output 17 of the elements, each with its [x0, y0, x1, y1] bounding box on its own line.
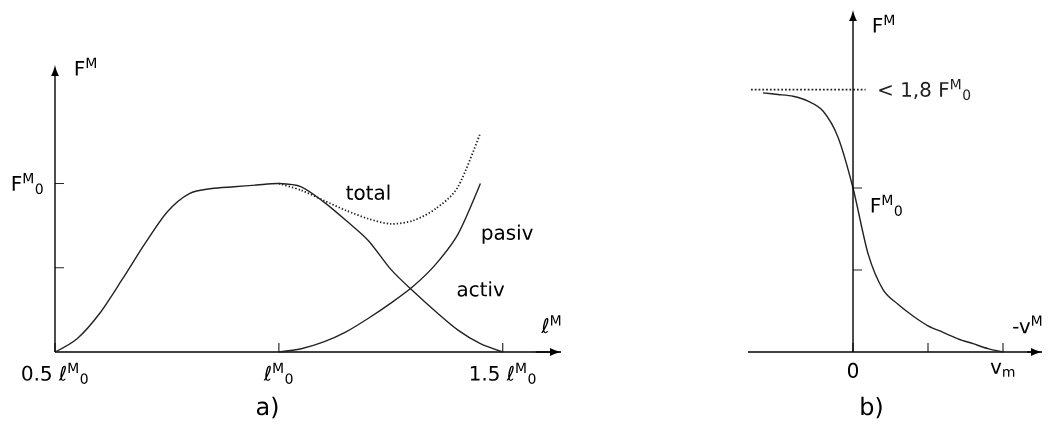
ref-line-label: < 1,8 F$^{M}$0 — [879, 78, 971, 101]
series-label: activ — [457, 281, 505, 297]
x-tick-label: ℓ$^{M}$0 — [263, 362, 293, 384]
text: a) — [256, 396, 278, 419]
x-tick-label: 1.5 ℓ$^{M}$0 — [470, 362, 536, 384]
x-axis-title: ℓ$^{M}$ — [541, 315, 561, 334]
text: b) — [861, 396, 882, 419]
ref-line-label: F$^{M}$0 — [871, 194, 902, 216]
series-label: total — [346, 184, 390, 200]
x-tick-label: 0 — [847, 362, 859, 378]
series-label: pasiv — [482, 224, 533, 244]
x-tick-label: v$_{m}$ — [990, 362, 1015, 377]
ref-line-label: F$^{M}$0 — [12, 172, 43, 195]
y-axis-title: F$^{M}$ — [75, 57, 96, 76]
x-tick-label: 0.5 ℓ$^{M}$0 — [22, 362, 88, 384]
x-axis-title: -v$^{M}$ — [1013, 315, 1042, 334]
y-axis-title: F$^{M}$ — [873, 14, 894, 33]
